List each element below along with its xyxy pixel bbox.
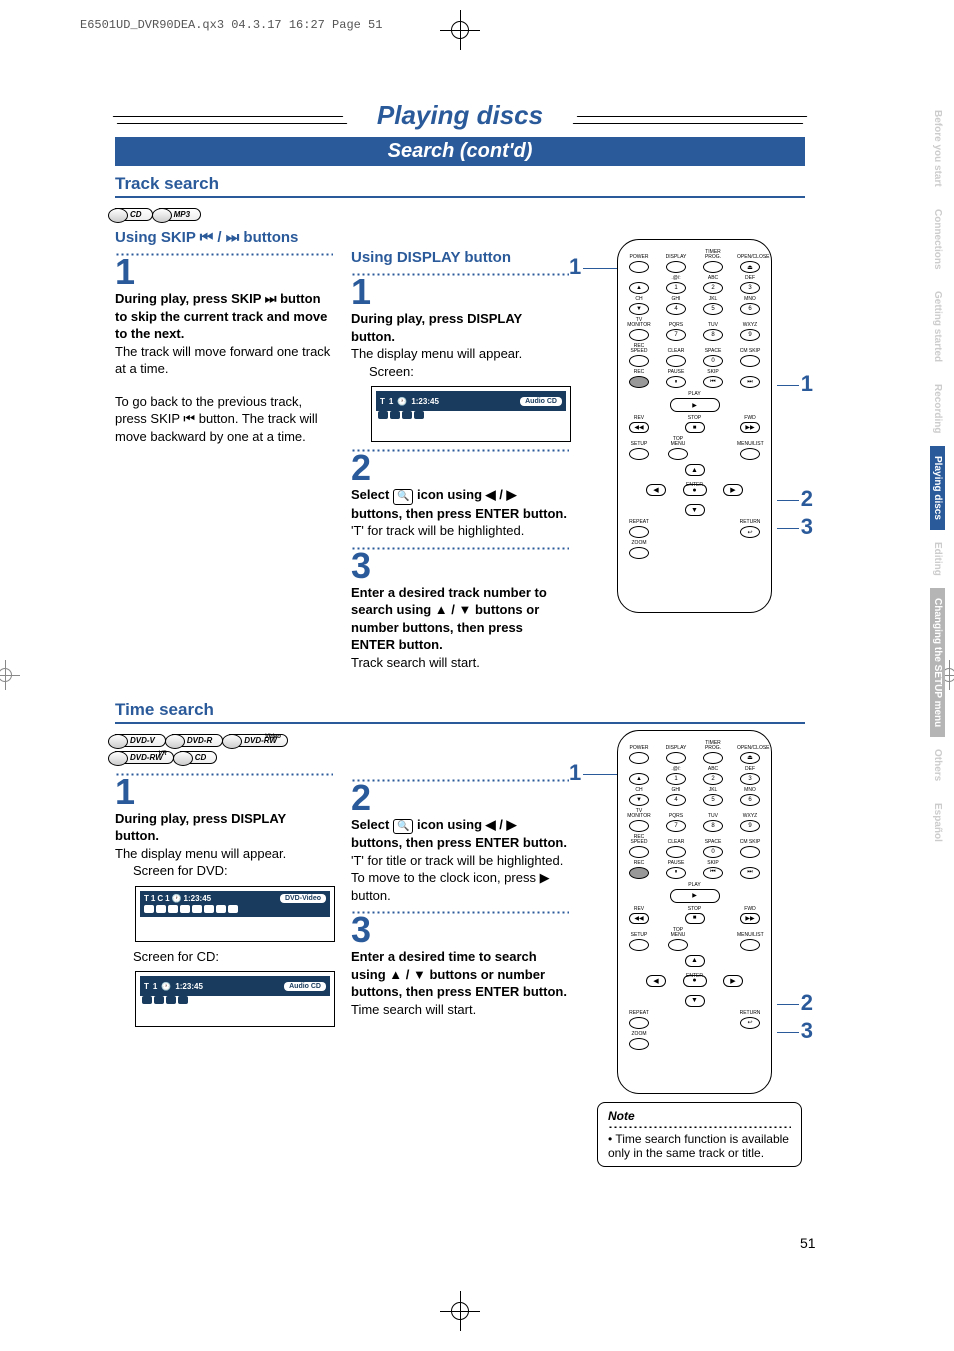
t-step1-label1: Screen for DVD: xyxy=(133,862,333,880)
preflight-header: E6501UD_DVR90DEA.qx3 04.3.17 16:27 Page … xyxy=(80,18,382,32)
track-step1-bold: During play, press SKIP ⏭ button to skip… xyxy=(115,290,333,343)
t-callout-1: 1 xyxy=(569,760,581,786)
badge-cd: CD xyxy=(115,208,153,221)
tab-before: Before you start xyxy=(930,100,945,197)
page-title: Playing discs xyxy=(363,100,557,131)
edge-mark-left xyxy=(0,660,20,690)
t-step1-label2: Screen for CD: xyxy=(133,948,333,966)
track-step1-p2: To go back to the previous track, press … xyxy=(115,393,333,446)
tab-connect: Connections xyxy=(930,199,945,280)
disc-badges: CD MP3 xyxy=(115,208,333,221)
screen-cd: T1 🕐1:23:45 Audio CD xyxy=(135,971,335,1027)
callout-2: 2 xyxy=(801,486,813,512)
t-step1-body: The display menu will appear. xyxy=(115,845,333,863)
tab-playing: Playing discs xyxy=(930,446,945,530)
t-callout-2: 2 xyxy=(801,990,813,1016)
d-step2-body: 'T' for track will be highlighted. xyxy=(351,522,569,540)
callout-1-right: 1 xyxy=(801,371,813,397)
skip-heading: Using SKIP ⏮ / ⏭ buttons xyxy=(115,229,333,246)
d-step1-bold: During play, press DISPLAY button. xyxy=(351,310,569,345)
crop-mark-bottom xyxy=(440,1291,480,1331)
section-time-heading: Time search xyxy=(115,700,805,724)
callout-1-left: 1 xyxy=(569,254,581,280)
t-step3-bold: Enter a desired time to search using ▲ /… xyxy=(351,948,569,1001)
tab-setup: Changing the SETUP menu xyxy=(930,588,945,737)
t-callout-3: 3 xyxy=(801,1018,813,1044)
t-step1-bold: During play, press DISPLAY button. xyxy=(115,810,333,845)
screen-dvd: T1 C1 🕐1:23:45 DVD-Video xyxy=(135,886,335,942)
d-step-num-2: 2 xyxy=(351,450,569,486)
display-heading: Using DISPLAY button xyxy=(351,249,569,266)
section-tabs: Before you start Connections Getting sta… xyxy=(930,100,954,854)
d-step1-body: The display menu will appear. xyxy=(351,345,569,363)
d-step1-label: Screen: xyxy=(369,363,569,381)
t-step2-bold: Select 🔍 icon using ◀ / ▶ buttons, then … xyxy=(351,816,569,852)
section-track-heading: Track search xyxy=(115,174,805,198)
page-number: 51 xyxy=(800,1235,816,1251)
badge-mp3: MP3 xyxy=(159,208,201,221)
screen-audio-cd: T1 🕐1:23:45 Audio CD xyxy=(371,386,571,442)
t-step-2: 2 xyxy=(351,780,569,816)
crop-mark-top xyxy=(440,10,480,50)
d-step-num-1: 1 xyxy=(351,274,569,310)
step-num-1: 1 xyxy=(115,254,333,290)
d-step3-bold: Enter a desired track number to search u… xyxy=(351,584,569,654)
tab-recording: Recording xyxy=(930,374,945,443)
t-step2-body1: 'T' for title or track will be highlight… xyxy=(351,852,569,870)
tab-editing: Editing xyxy=(930,532,945,586)
time-badges: DVD-V DVD-R VideoDVD-RW xyxy=(115,734,333,747)
callout-3: 3 xyxy=(801,514,813,540)
t-step3-body: Time search will start. xyxy=(351,1001,569,1019)
track-step1-body: The track will move forward one track at… xyxy=(115,343,333,378)
t-step2-body2: To move to the clock icon, press ▶ butto… xyxy=(351,869,569,904)
tab-getting: Getting started xyxy=(930,281,945,372)
remote-bottom: POWER DISPLAY TIMER PROG. OPEN/CLOSE⏏ ▲ … xyxy=(617,730,772,1094)
d-step-num-3: 3 xyxy=(351,548,569,584)
tab-espanol: Español xyxy=(930,793,945,852)
tab-others: Others xyxy=(930,739,945,791)
t-step-1: 1 xyxy=(115,774,333,810)
remote-top: POWER DISPLAY TIMER PROG. OPEN/CLOSE⏏ ▲ … xyxy=(617,239,772,613)
subtitle: Search (cont'd) xyxy=(115,137,805,166)
page-content: Playing discs Search (cont'd) Track sear… xyxy=(115,100,875,1167)
note-box: Note • Time search function is available… xyxy=(597,1102,802,1167)
d-step3-body: Track search will start. xyxy=(351,654,569,672)
d-step2-bold: Select 🔍 icon using ◀ / ▶ buttons, then … xyxy=(351,486,569,522)
t-step-3: 3 xyxy=(351,912,569,948)
